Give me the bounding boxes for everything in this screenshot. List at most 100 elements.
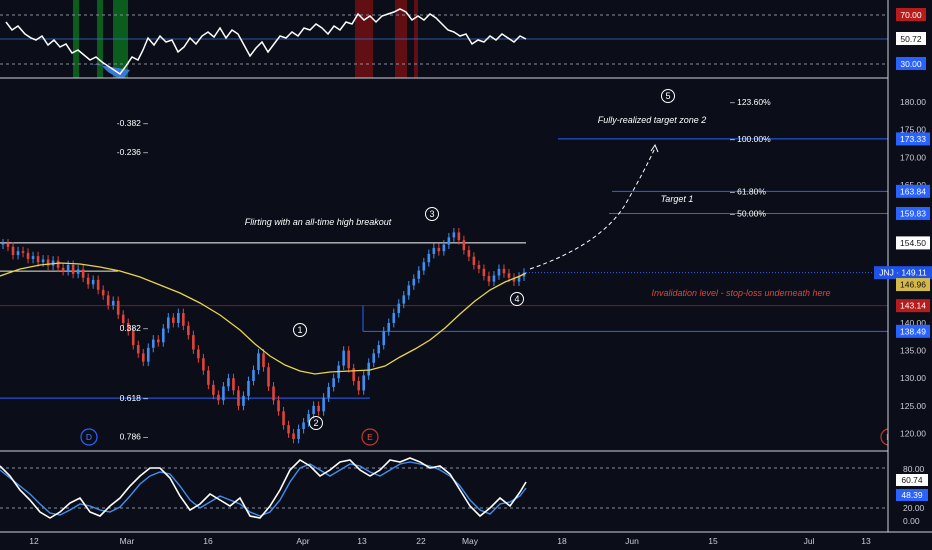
candle-body xyxy=(146,347,150,362)
time-axis[interactable]: 12 Mar 16 Apr 13 22 May 18 Jun 15 Jul 13 xyxy=(0,531,932,546)
candle xyxy=(111,296,115,310)
candle-body xyxy=(126,322,130,332)
candle-body xyxy=(71,265,75,274)
candle xyxy=(212,380,215,400)
candle-body xyxy=(447,237,451,245)
price-pane: -0.382 – -0.236 – 0.382 – 0.618 – 0.786 – – 1… xyxy=(0,89,898,452)
candle xyxy=(347,346,350,373)
candle-body xyxy=(317,405,320,412)
candle-body xyxy=(352,368,355,381)
time-tick-label: 22 xyxy=(416,536,426,546)
candle xyxy=(247,376,250,401)
candle-body xyxy=(392,313,396,323)
candle-body xyxy=(362,375,365,391)
candle xyxy=(56,256,60,273)
candle xyxy=(81,265,85,283)
price-tag xyxy=(896,324,930,338)
price-tag-label: 173.33 xyxy=(900,134,926,144)
candle-body xyxy=(487,276,491,282)
price-tag-label: 143.14 xyxy=(900,301,926,311)
time-tick-label: Apr xyxy=(296,536,309,546)
price-tick-label: 140.00 xyxy=(900,318,926,328)
time-tick-label: Mar xyxy=(120,536,135,546)
time-tick-label: 16 xyxy=(203,536,213,546)
candle xyxy=(232,373,235,395)
candle-body xyxy=(342,350,345,366)
candle-body xyxy=(402,295,406,304)
time-tick-label: 12 xyxy=(29,536,39,546)
candle xyxy=(257,348,260,375)
candle xyxy=(192,330,195,354)
target-zone-2-label: Fully-realized target zone 2 xyxy=(598,115,707,125)
dividend-marker[interactable]: D xyxy=(80,428,98,446)
candle xyxy=(417,266,421,284)
candle-body xyxy=(492,275,496,282)
candle-body xyxy=(287,425,290,434)
price-tag-label: 163.84 xyxy=(900,186,926,196)
candle xyxy=(272,382,275,405)
rsi-30-label: 30.00 xyxy=(900,59,922,69)
candle-body xyxy=(1,243,5,245)
candle xyxy=(362,371,365,395)
candle-body xyxy=(472,256,476,265)
time-tick-label: 18 xyxy=(557,536,567,546)
candle xyxy=(202,353,205,375)
candle-body xyxy=(111,300,115,306)
candle xyxy=(497,264,501,280)
candle-body xyxy=(156,339,160,343)
breakout-note: Flirting with an all-time high breakout xyxy=(245,217,392,227)
candle xyxy=(96,275,100,295)
stoch-k-label: 60.74 xyxy=(901,475,923,485)
time-tick-label: 15 xyxy=(708,536,718,546)
candle-body xyxy=(372,353,376,363)
candle-body xyxy=(207,370,210,385)
price-tick-label: 130.00 xyxy=(900,373,926,383)
wave-label-2: 2 xyxy=(309,416,323,430)
candle xyxy=(332,373,335,392)
candle-body xyxy=(11,246,15,256)
candle-body xyxy=(202,358,205,371)
candle xyxy=(457,228,461,245)
candle xyxy=(207,366,210,390)
candle xyxy=(136,340,140,358)
candle xyxy=(317,401,320,416)
extension-level-label: – 50.00% xyxy=(730,208,766,218)
price-tag xyxy=(896,184,930,198)
candle xyxy=(227,373,230,391)
candle xyxy=(382,326,386,350)
candle-body xyxy=(101,289,105,296)
rsi-pane xyxy=(0,0,888,79)
candle-body xyxy=(397,303,401,314)
candle xyxy=(377,340,381,358)
svg-text:5: 5 xyxy=(665,91,670,101)
candle-body xyxy=(497,268,501,276)
candle xyxy=(76,265,80,279)
earnings-marker[interactable]: E xyxy=(361,428,379,446)
candle-body xyxy=(367,362,371,376)
candle-body xyxy=(427,253,431,263)
candle xyxy=(86,273,90,289)
stoch-d-label: 48.39 xyxy=(901,490,923,500)
candle xyxy=(372,348,376,368)
candle xyxy=(387,318,391,336)
price-tick-label: 120.00 xyxy=(900,428,926,438)
candle-body xyxy=(322,397,325,412)
candle-body xyxy=(116,300,120,315)
wave-label-5: 5 xyxy=(661,89,675,103)
rsi-line xyxy=(5,8,527,76)
candle-body xyxy=(141,353,145,362)
candle-body xyxy=(412,278,416,286)
price-axis-background xyxy=(888,0,932,532)
price-tag xyxy=(896,206,930,220)
candle-body xyxy=(131,331,135,346)
candle xyxy=(252,365,255,386)
candle xyxy=(477,260,481,274)
candle xyxy=(131,326,135,350)
candle xyxy=(492,271,496,286)
candle-body xyxy=(332,378,335,388)
price-axis[interactable]: 180.00175.00170.00165.00160.00155.00140.… xyxy=(874,0,932,532)
rsi-70-tag xyxy=(896,8,926,21)
candle xyxy=(452,228,456,242)
